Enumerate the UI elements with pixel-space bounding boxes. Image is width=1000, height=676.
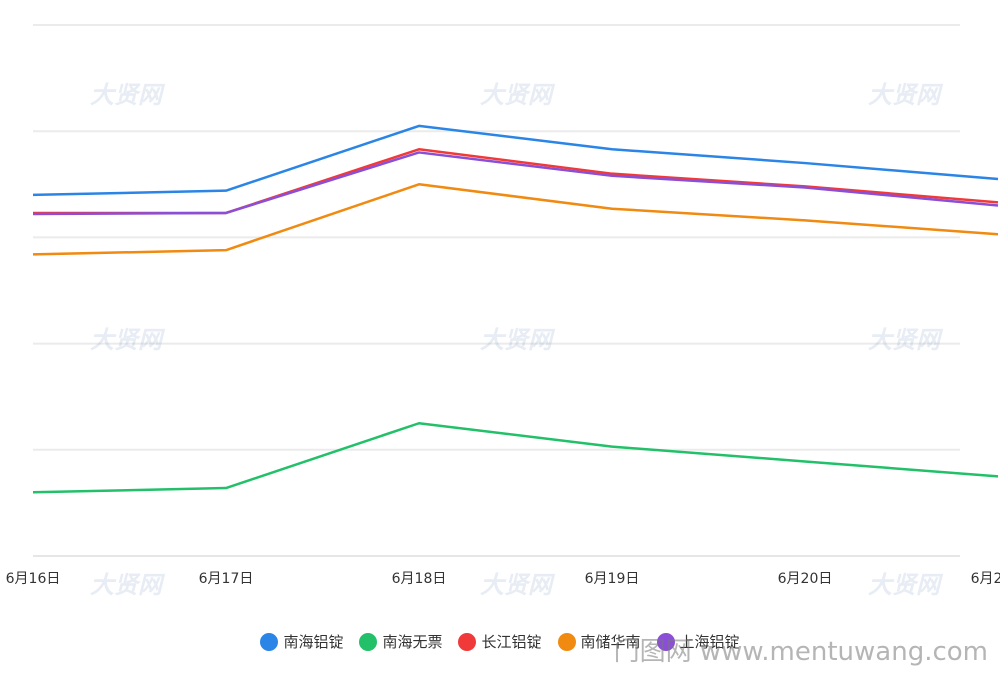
brand-watermark: 大贤网: [868, 571, 940, 599]
legend-label: 长江铝锭: [481, 633, 542, 651]
legend-item-3[interactable]: 南储华南: [557, 631, 641, 652]
brand-watermark: 大贤网: [480, 571, 552, 599]
brand-watermark: 大贤网: [90, 571, 162, 599]
x-tick-label: 6月17日: [199, 571, 254, 587]
legend-label: 南储华南: [580, 633, 641, 651]
legend-swatch-icon: [656, 632, 675, 651]
legend-swatch-icon: [557, 632, 576, 651]
legend-item-2[interactable]: 长江铝锭: [458, 631, 542, 652]
x-axis: 6月16日 6月17日 6月18日 6月19日 6月20日 6月23日: [6, 571, 1000, 587]
series-line-1: [32, 422, 999, 494]
x-tick-label: 6月19日: [585, 571, 640, 587]
site-watermark: 门图网 www.mentuwang.com: [613, 637, 988, 667]
line-chart: 6月16日 6月17日 6月18日 6月19日 6月20日 6月23日: [6, 24, 1000, 587]
chart-legend: 南海铝锭 南海无票 长江铝锭 南储华南 上海铝锭: [0, 631, 1000, 652]
brand-watermark: 大贤网: [90, 81, 162, 109]
brand-watermark: 大贤网: [480, 326, 552, 354]
legend-swatch-icon: [359, 632, 378, 651]
legend-label: 南海无票: [382, 633, 443, 651]
legend-item-1[interactable]: 南海无票: [359, 631, 442, 652]
x-tick-label: 6月23日: [971, 571, 1000, 587]
legend-item-0[interactable]: 南海铝锭: [260, 631, 343, 652]
brand-watermark: 大贤网: [90, 326, 162, 354]
brand-watermark: 大贤网: [868, 326, 940, 354]
x-tick-label: 6月16日: [6, 571, 61, 587]
legend-label: 南海铝锭: [283, 633, 344, 651]
series-line-3: [32, 183, 999, 256]
legend-item-4[interactable]: 上海铝锭: [656, 631, 740, 652]
x-tick-label: 6月18日: [392, 571, 447, 587]
brand-watermark: 大贤网: [480, 81, 552, 109]
legend-swatch-icon: [260, 632, 279, 651]
grid-lines: [33, 24, 960, 557]
series-line-0: [32, 124, 999, 197]
series-line-2: [33, 148, 999, 215]
series-line-4: [32, 151, 999, 216]
brand-watermark: 大贤网: [868, 81, 940, 109]
legend-swatch-icon: [458, 632, 477, 651]
legend-label: 上海铝锭: [679, 633, 740, 651]
series-lines: [32, 124, 999, 494]
x-tick-label: 6月20日: [778, 571, 833, 587]
